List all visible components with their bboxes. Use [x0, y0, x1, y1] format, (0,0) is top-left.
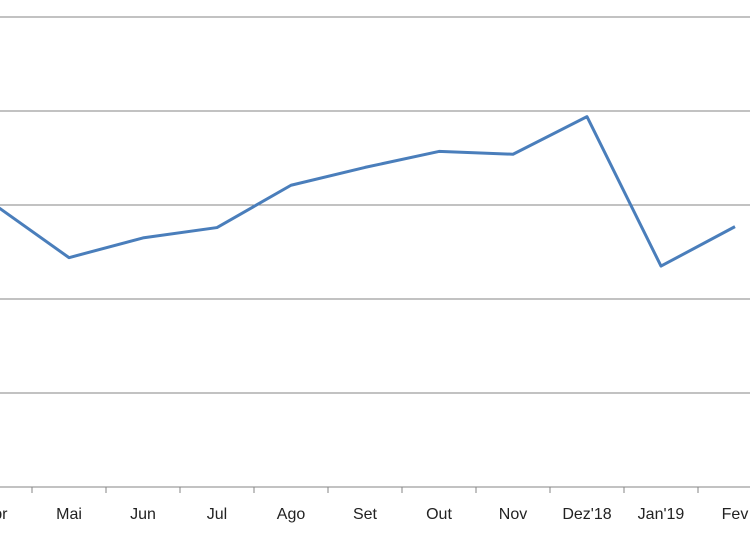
- x-tick-label: Abr: [0, 506, 8, 523]
- x-tick-label: Set: [353, 506, 378, 523]
- x-tick-label: Nov: [499, 506, 527, 523]
- x-tick-label: Fev: [722, 506, 749, 523]
- x-tick-label: Jul: [207, 506, 227, 523]
- x-tick-label: Out: [426, 506, 452, 523]
- x-tick-label: Dez'18: [562, 506, 611, 523]
- x-tick-label: Jun: [130, 506, 156, 523]
- line-series: [0, 115, 736, 268]
- x-tick-label: Mai: [56, 506, 82, 523]
- x-tick-label: Jan'19: [638, 506, 685, 523]
- x-tick-label: Ago: [277, 506, 306, 523]
